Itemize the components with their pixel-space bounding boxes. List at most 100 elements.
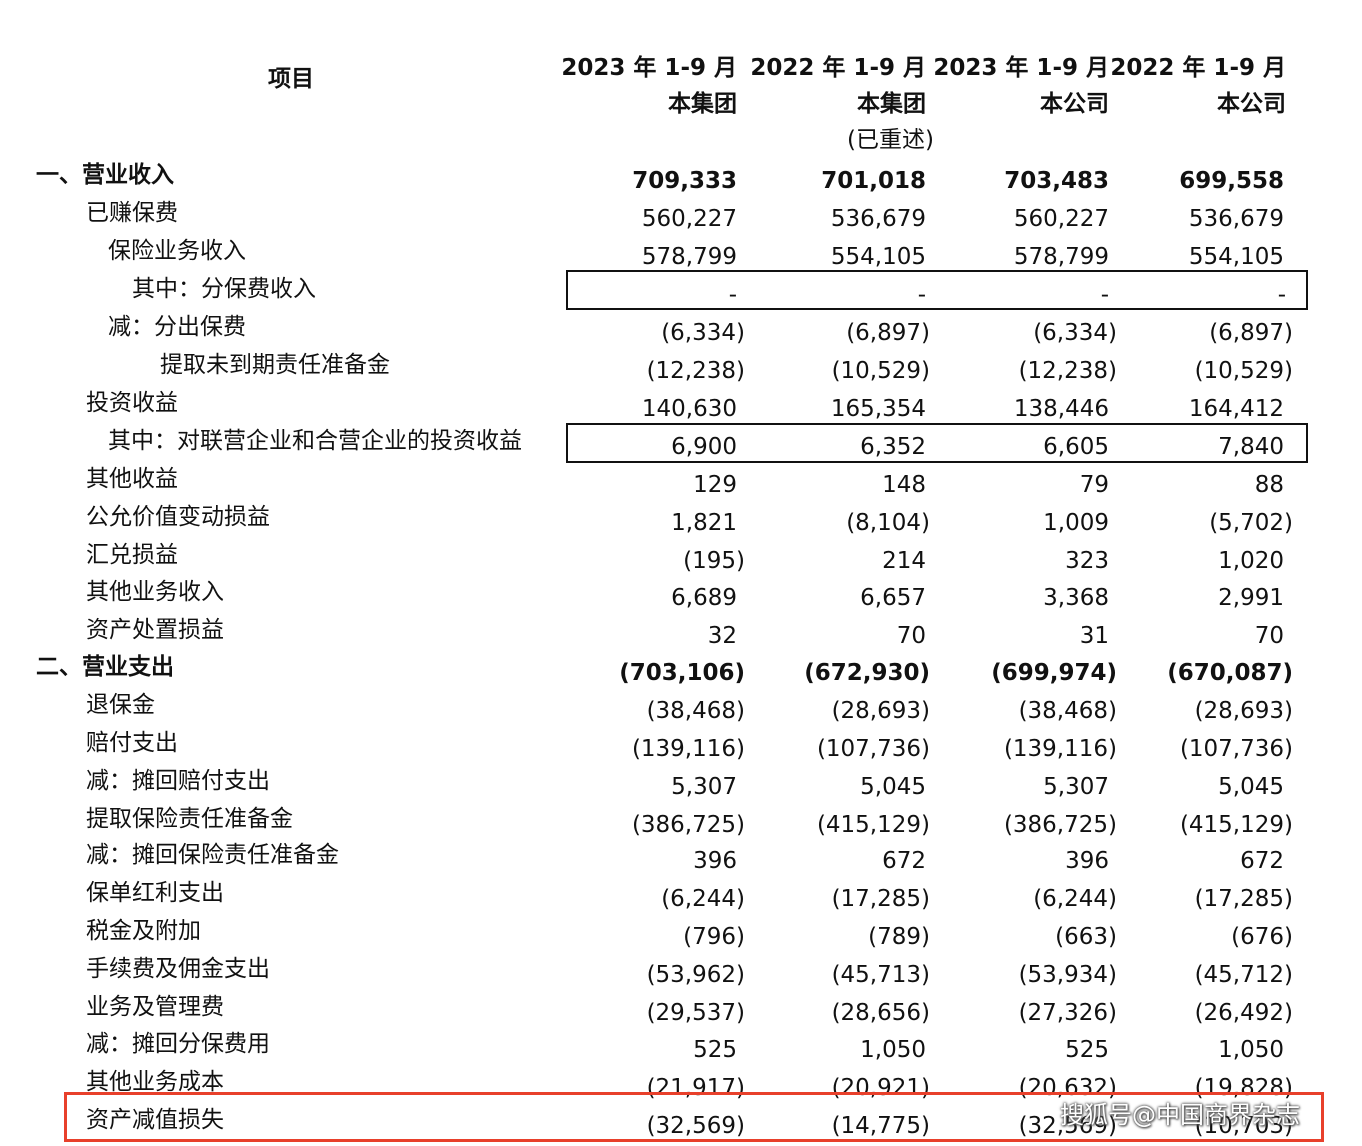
cell-2023-group: 140,630 <box>641 396 737 422</box>
cell-2022-group: 148 <box>882 472 926 498</box>
column-header-entity: 本公司 <box>1040 91 1109 117</box>
row-label: 资产处置损益 <box>86 617 224 643</box>
row-label: 投资收益 <box>86 390 178 416</box>
column-header-period: 2022 年 1-9 月 <box>750 55 926 81</box>
row-label: 公允价值变动损益 <box>86 504 270 530</box>
cell-2023-group: (21,917) <box>646 1075 745 1101</box>
cell-2023-group: (32,569) <box>646 1113 745 1139</box>
cell-2022-company: (670,087) <box>1167 660 1293 686</box>
cell-2023-company: (38,468) <box>1018 698 1117 724</box>
cell-2022-group: (28,656) <box>831 1000 930 1026</box>
table-row: 业务及管理费 (29,537) (28,656) (27,326) (26,49… <box>0 992 1362 1030</box>
table-row: 减：分出保费 (6,334) (6,897) (6,334) (6,897) <box>0 312 1362 350</box>
cell-2022-company: (26,492) <box>1194 1000 1293 1026</box>
row-label: 一、营业收入 <box>36 162 174 188</box>
cell-2023-group: 525 <box>693 1037 737 1063</box>
cell-2022-company: 70 <box>1254 623 1284 649</box>
cell-2022-company: 7,840 <box>1218 434 1284 460</box>
cell-2022-company: 2,991 <box>1218 585 1284 611</box>
cell-2022-group: (28,693) <box>831 698 930 724</box>
cell-2023-group: (139,116) <box>631 736 745 762</box>
cell-2022-group: 1,050 <box>860 1037 926 1063</box>
cell-2023-company: 703,483 <box>1004 168 1109 194</box>
column-header-period: 2023 年 1-9 月 <box>561 55 737 81</box>
row-label: 减：摊回保险责任准备金 <box>86 842 339 868</box>
column-header-restated-note: (已重述) <box>847 127 934 153</box>
table-row: 其中：分保费收入 - - - - <box>0 274 1362 312</box>
cell-2023-company: (20,632) <box>1018 1075 1117 1101</box>
cell-2023-company: (6,244) <box>1033 886 1117 912</box>
cell-2022-group: 536,679 <box>830 206 926 232</box>
column-header-entity: 本公司 <box>1217 91 1286 117</box>
cell-2023-group: 578,799 <box>641 244 737 270</box>
cell-2022-company: (6,897) <box>1209 320 1293 346</box>
cell-2022-company: 1,020 <box>1218 548 1284 574</box>
cell-2022-group: 214 <box>882 548 926 574</box>
cell-2023-group: 129 <box>693 472 737 498</box>
table-row: 提取保险责任准备金 (386,725) (415,129) (386,725) … <box>0 804 1362 842</box>
cell-2022-company: 699,558 <box>1179 168 1284 194</box>
row-label: 减：分出保费 <box>108 314 246 340</box>
cell-2023-group: (796) <box>683 924 745 950</box>
column-header-entity: 本集团 <box>668 91 737 117</box>
column-header-item: 项目 <box>268 66 314 92</box>
cell-2022-company: 1,050 <box>1218 1037 1284 1063</box>
cell-2023-group: 709,333 <box>632 168 737 194</box>
row-label: 资产减值损失 <box>86 1107 224 1133</box>
cell-2022-group: (17,285) <box>831 886 930 912</box>
table-row: 减：摊回保险责任准备金 396 672 396 672 <box>0 840 1362 878</box>
reinsurance-row-outline <box>566 270 1308 310</box>
cell-2023-group: (195) <box>683 548 745 574</box>
column-header-2022-company: 2022 年 1-9 月 本公司 <box>1110 50 1286 122</box>
row-label: 其中：对联营企业和合营企业的投资收益 <box>108 428 522 454</box>
cell-2022-group: 701,018 <box>821 168 926 194</box>
cell-2022-group: 6,657 <box>860 585 926 611</box>
cell-2023-company: 3,368 <box>1043 585 1109 611</box>
cell-2022-company: (5,702) <box>1209 510 1293 536</box>
cell-2022-group: (789) <box>868 924 930 950</box>
table-row-operating-expenses: 二、营业支出 (703,106) (672,930) (699,974) (67… <box>0 652 1362 690</box>
cell-2023-company: 79 <box>1079 472 1109 498</box>
cell-2022-company: (28,693) <box>1194 698 1293 724</box>
row-label: 减：摊回赔付支出 <box>86 768 270 794</box>
cell-2022-group: (6,897) <box>846 320 930 346</box>
table-row: 其中：对联营企业和合营企业的投资收益 6,900 6,352 6,605 7,8… <box>0 426 1362 464</box>
cell-2023-group: 560,227 <box>641 206 737 232</box>
row-label: 业务及管理费 <box>86 994 224 1020</box>
table-row-asset-impairment: 资产减值损失 (32,569) (14,775) (32,569) (10,70… <box>0 1105 1362 1143</box>
cell-2023-group: 6,689 <box>671 585 737 611</box>
cell-2022-company: (45,712) <box>1194 962 1293 988</box>
table-row: 退保金 (38,468) (28,693) (38,468) (28,693) <box>0 690 1362 728</box>
table-row: 提取未到期责任准备金 (12,238) (10,529) (12,238) (1… <box>0 350 1362 388</box>
cell-2023-company: (139,116) <box>1003 736 1117 762</box>
cell-2022-company: (17,285) <box>1194 886 1293 912</box>
column-header-period: 2023 年 1-9 月 <box>933 55 1109 81</box>
cell-2023-company: 6,605 <box>1043 434 1109 460</box>
row-label: 手续费及佣金支出 <box>86 956 270 982</box>
table-row: 保单红利支出 (6,244) (17,285) (6,244) (17,285) <box>0 878 1362 916</box>
row-label: 退保金 <box>86 692 155 718</box>
cell-2023-company: (12,238) <box>1018 358 1117 384</box>
cell-2023-group: (38,468) <box>646 698 745 724</box>
cell-2023-company: 323 <box>1065 548 1109 574</box>
row-label: 税金及附加 <box>86 918 201 944</box>
cell-2022-company: 554,105 <box>1188 244 1284 270</box>
cell-2022-company: (10,529) <box>1194 358 1293 384</box>
column-header-2023-group: 2023 年 1-9 月 本集团 <box>561 50 737 122</box>
cell-2022-group: 554,105 <box>830 244 926 270</box>
cell-2022-company: (10,703) <box>1194 1113 1293 1139</box>
cell-2022-group: (8,104) <box>846 510 930 536</box>
row-label: 提取未到期责任准备金 <box>160 352 390 378</box>
cell-2022-group: (672,930) <box>804 660 930 686</box>
cell-2022-group: 6,352 <box>860 434 926 460</box>
cell-2023-group: 32 <box>707 623 737 649</box>
row-label: 汇兑损益 <box>86 542 178 568</box>
row-label: 保险业务收入 <box>108 238 246 264</box>
row-label: 减：摊回分保费用 <box>86 1031 270 1057</box>
cell-2023-company: (6,334) <box>1033 320 1117 346</box>
cell-2023-company: (27,326) <box>1018 1000 1117 1026</box>
cell-2022-group: 165,354 <box>830 396 926 422</box>
cell-2023-company: 5,307 <box>1043 774 1109 800</box>
cell-2022-company: (676) <box>1231 924 1293 950</box>
row-label: 其他业务收入 <box>86 579 224 605</box>
